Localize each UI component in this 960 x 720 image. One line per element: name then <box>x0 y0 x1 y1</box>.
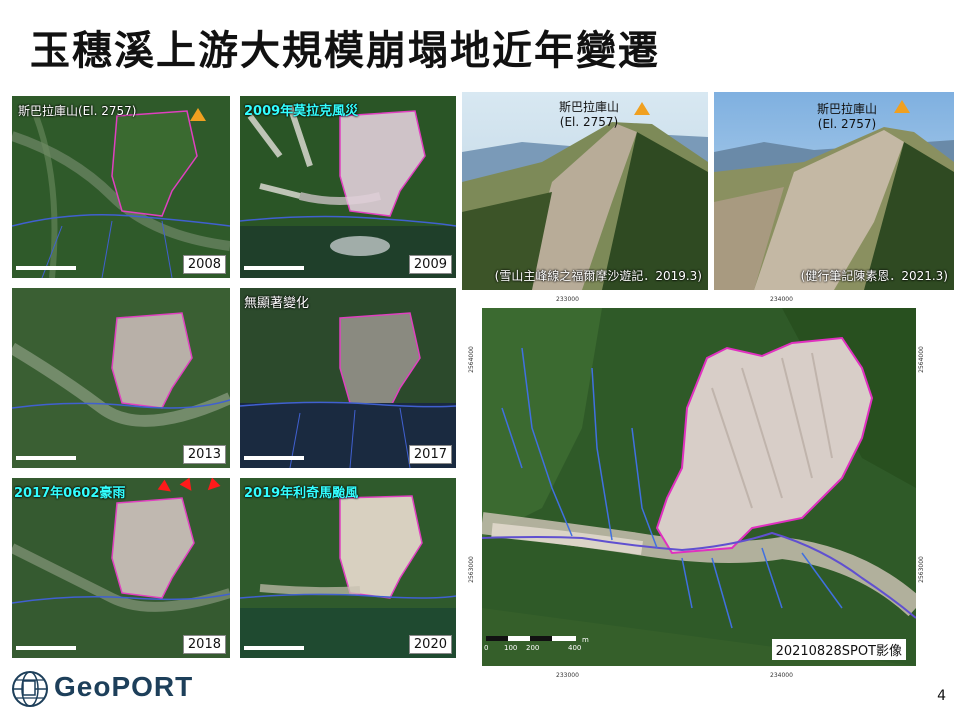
satellite-map-2017 <box>240 288 456 468</box>
spot-grid-bottom-2: 234000 <box>770 672 793 679</box>
map-panel-2008: 斯巴拉庫山(El. 2757) 2008 <box>12 96 230 278</box>
photo2-peak-name: 斯巴拉庫山 <box>816 102 877 116</box>
spot-grid-top-1: 233000 <box>556 296 579 303</box>
photo1-peak-label: 斯巴拉庫山 (El. 2757) <box>534 100 644 130</box>
photo2-elevation: (El. 2757) <box>817 117 877 131</box>
map-year-2020: 2020 <box>408 635 452 654</box>
mountain-photo-2 <box>714 92 954 290</box>
page-number: 4 <box>937 688 946 704</box>
spot-grid-right-1: 2564000 <box>917 346 925 373</box>
spot-map-frame: 0 100 200 400 m 20210828SPOT影像 <box>482 308 916 666</box>
map-caption-2018: 2017年0602豪雨 <box>14 486 126 501</box>
mountain-photo-1 <box>462 92 708 290</box>
peak-marker-icon <box>894 100 910 113</box>
map-caption-2017: 無顯著變化 <box>244 296 310 311</box>
spot-grid-right-2: 2563000 <box>917 556 925 583</box>
map-caption-2008: 斯巴拉庫山(El. 2757) <box>18 104 137 118</box>
map-panel-2020: 2019年利奇馬颱風 2020 <box>240 478 456 658</box>
satellite-map-2018 <box>12 478 230 658</box>
map-year-2008: 2008 <box>182 255 226 274</box>
photo1-elevation: (El. 2757) <box>559 115 619 129</box>
spot-grid-top-2: 234000 <box>770 296 793 303</box>
map-panel-2018: 2017年0602豪雨 2018 <box>12 478 230 658</box>
spot-grid-bottom-1: 233000 <box>556 672 579 679</box>
map-year-2017: 2017 <box>408 445 452 464</box>
landscape-photo-1: 斯巴拉庫山 (El. 2757) (雪山主峰線之福爾摩沙遊記．2019.3) <box>462 92 708 290</box>
satellite-map-2008 <box>12 96 230 278</box>
photo1-peak-name: 斯巴拉庫山 <box>558 100 619 114</box>
photo2-peak-label: 斯巴拉庫山 (El. 2757) <box>792 102 902 132</box>
spot-scale-100: 100 <box>504 644 518 652</box>
spot-grid-left-2: 2563000 <box>467 556 475 583</box>
map-panel-2009: 2009年莫拉克風災 2009 <box>240 96 456 278</box>
spot-satellite-map <box>482 308 916 666</box>
map-year-2018: 2018 <box>182 635 226 654</box>
spot-scale-unit: m <box>582 636 589 644</box>
spot-scale-0: 0 <box>484 644 489 652</box>
satellite-map-2013 <box>12 288 230 468</box>
map-caption-2009: 2009年莫拉克風災 <box>244 104 359 119</box>
geoport-globe-icon <box>12 671 48 707</box>
peak-marker-icon <box>190 108 206 121</box>
spot-scale-400: 400 <box>568 644 582 652</box>
spot-image-label: 20210828SPOT影像 <box>771 639 906 660</box>
spot-grid-left-1: 2564000 <box>467 346 475 373</box>
satellite-map-2020 <box>240 478 456 658</box>
map-year-2009: 2009 <box>408 255 452 274</box>
geoport-logo: GeoPORT <box>10 665 200 713</box>
map-year-2013: 2013 <box>182 445 226 464</box>
peak-marker-icon <box>634 102 650 115</box>
geoport-logo-text: GeoPORT <box>54 671 194 702</box>
photo1-credit: (雪山主峰線之福爾摩沙遊記．2019.3) <box>494 269 702 283</box>
spot-scale-200: 200 <box>526 644 540 652</box>
map-panel-2017: 無顯著變化 2017 <box>240 288 456 468</box>
map-panel-2013: 2013 <box>12 288 230 468</box>
landscape-photo-2: 斯巴拉庫山 (El. 2757) (健行筆記陳素恩．2021.3) <box>714 92 954 290</box>
satellite-map-2009 <box>240 96 456 278</box>
slide-title: 玉穗溪上游大規模崩塌地近年變遷 <box>30 28 660 74</box>
spot-image-panel: 233000 234000 233000 234000 2564000 2563… <box>464 296 932 682</box>
photo2-credit: (健行筆記陳素恩．2021.3) <box>800 269 948 283</box>
map-caption-2020: 2019年利奇馬颱風 <box>244 486 359 501</box>
